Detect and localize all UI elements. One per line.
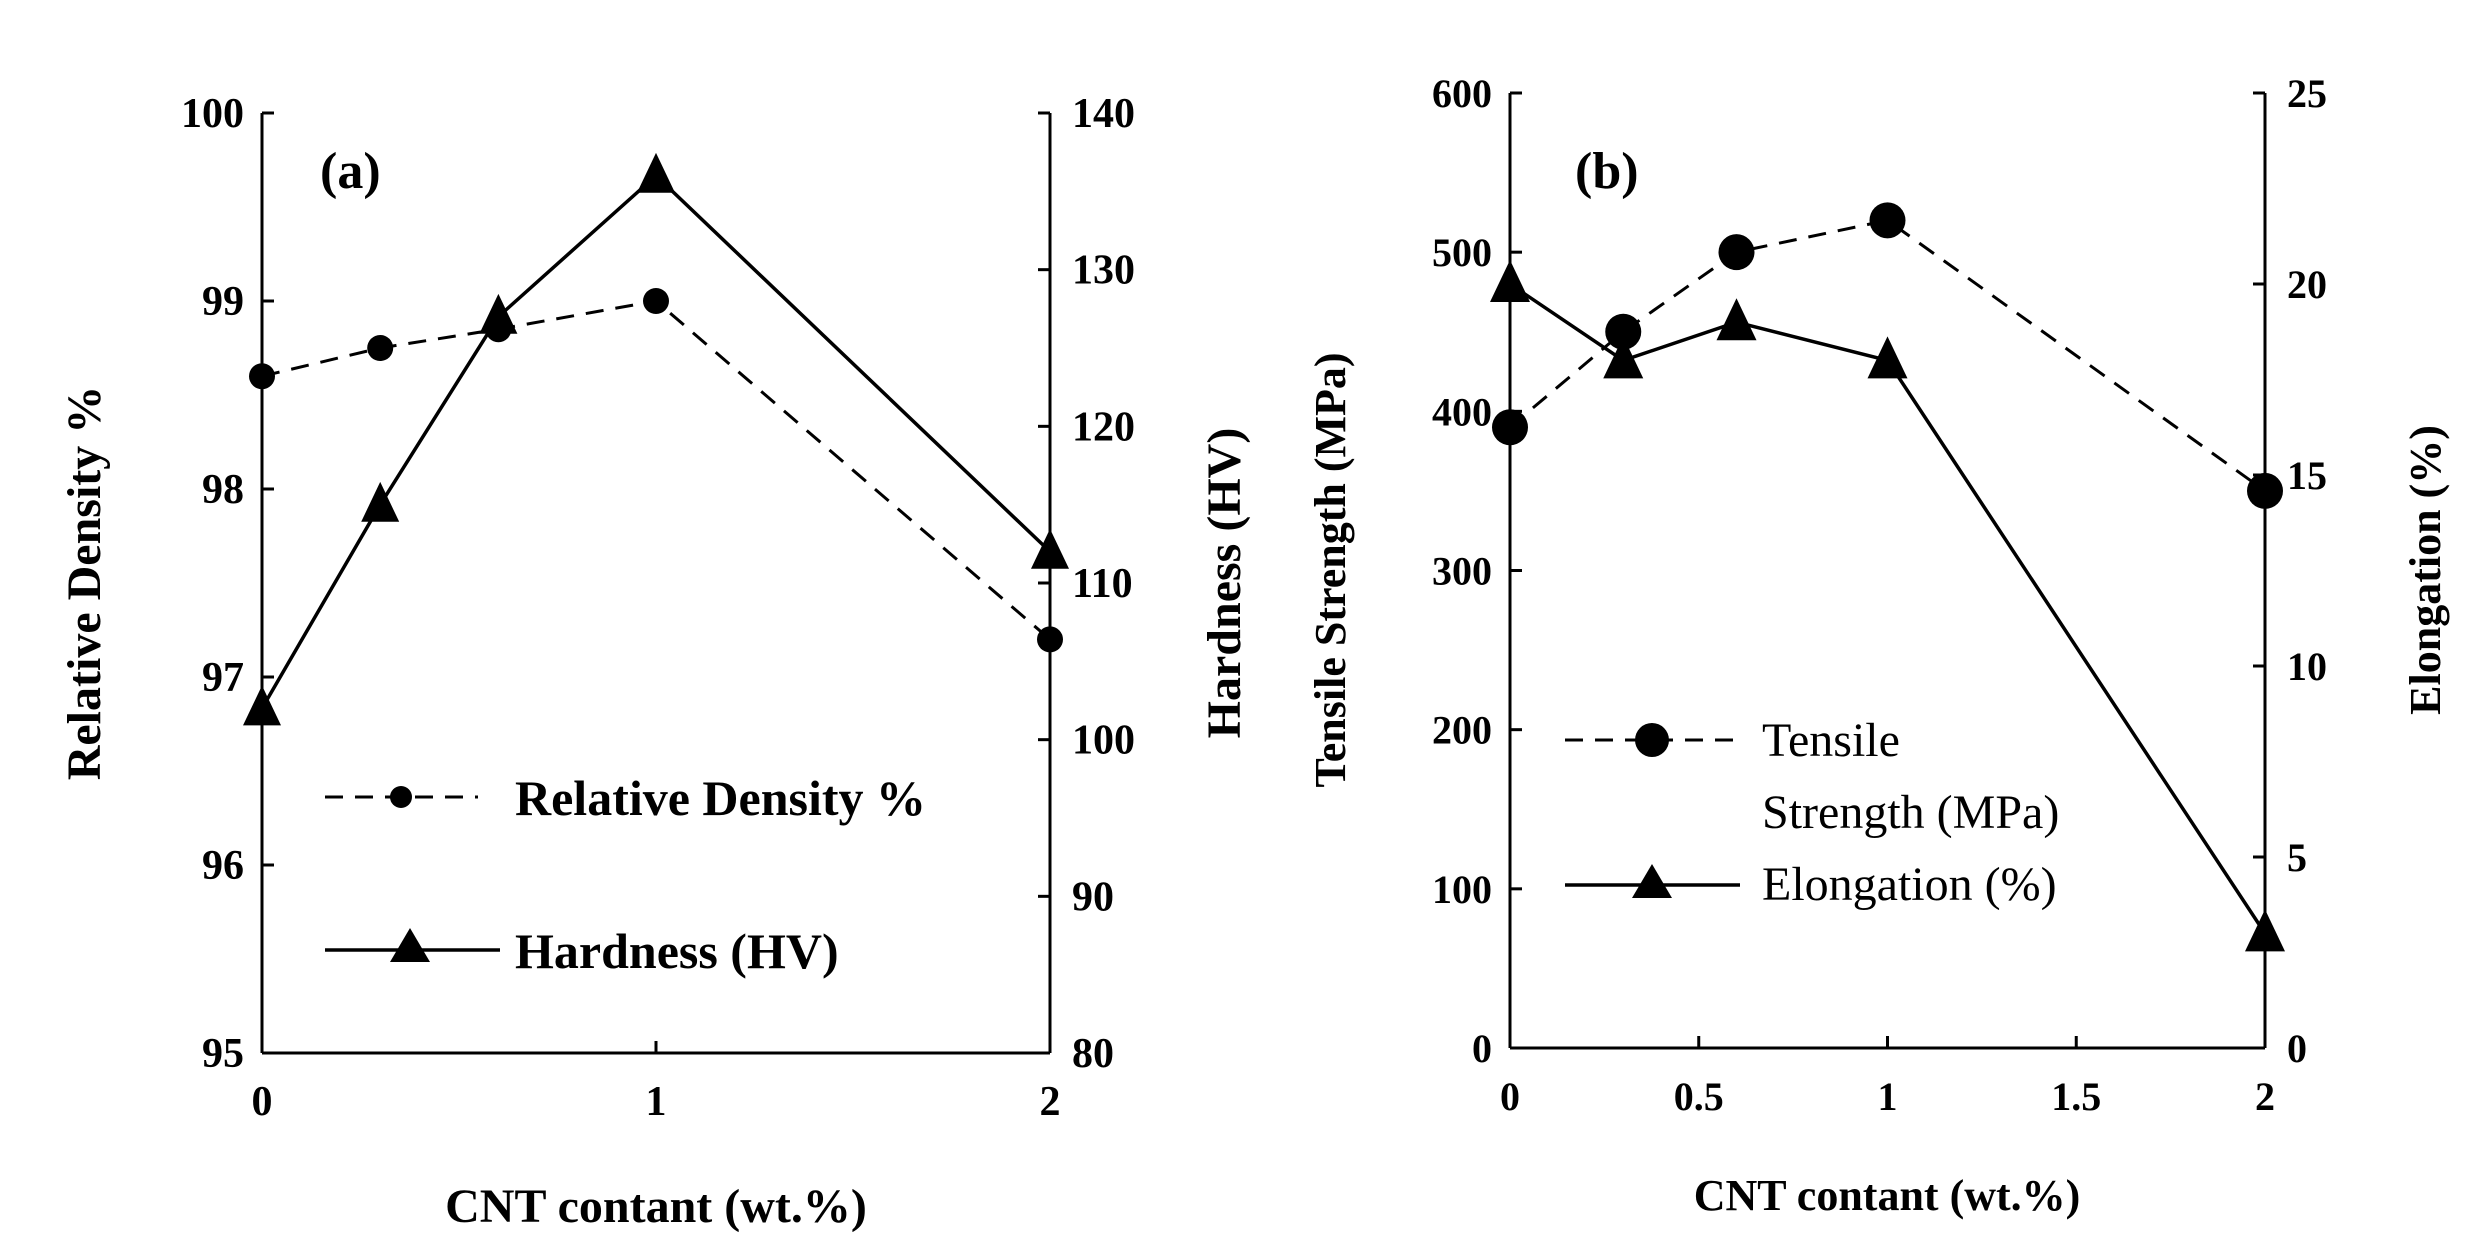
- panel-b-x-tick-label: 2: [2255, 1074, 2275, 1119]
- panel-b-tensile-strength-mpa-point: [1492, 409, 1528, 446]
- panel-b-left-tick-label: 500: [1432, 230, 1492, 275]
- panel-a-x-tick-label: 0: [252, 1079, 273, 1125]
- panel-b-elongation-point: [1867, 336, 1908, 379]
- panel-a-relative-density-point: [249, 363, 275, 390]
- panel-b-elongation-point: [1603, 336, 1644, 379]
- panel-a-right-tick-label: 130: [1072, 248, 1135, 294]
- panel-a-right-tick-label: 120: [1072, 404, 1135, 450]
- panel-b-elongation-point: [2245, 909, 2285, 952]
- panel-b-right-tick-label: 0: [2287, 1026, 2307, 1071]
- panel-b-legend: Tensile Strength (MPa) Elongation (%): [1565, 714, 2059, 911]
- panel-a-right-tick-label: 100: [1072, 718, 1135, 764]
- panel-b-x-tick-label: 1.5: [2051, 1074, 2101, 1119]
- panel-a-left-tick-label: 97: [202, 655, 244, 701]
- panel-b-left-tick-label: 100: [1432, 867, 1492, 912]
- legend-b-tensile-marker: [1635, 723, 1669, 757]
- panel-b-left-tick-label: 0: [1472, 1026, 1492, 1071]
- panel-a-legend: Relative Density % Hardness (HV): [325, 770, 926, 979]
- panel-b-tensile-strength-mpa-point: [1605, 313, 1642, 350]
- chart-panel-a: 95 96 97 98 99 100 80 90 100 110 120 130 140 0 1 2 (a…: [58, 91, 1251, 1233]
- legend-a-density-label: Relative Density %: [515, 770, 926, 826]
- panel-b-left-ticks: 0 100 200 300 400 500 600: [1432, 71, 1522, 1071]
- panel-a-relative-density-point: [367, 335, 394, 361]
- panel-a-series: [243, 152, 1069, 726]
- panel-a-left-y-label: Relative Density %: [58, 386, 111, 781]
- panel-a-hardness-hv-point: [361, 481, 400, 522]
- panel-a-x-tick-label: 1: [646, 1079, 667, 1125]
- panel-b-left-tick-label: 300: [1432, 549, 1492, 594]
- panel-b-right-tick-label: 20: [2287, 262, 2327, 307]
- panel-b-left-tick-label: 400: [1432, 389, 1492, 434]
- panel-b-elongation-point: [1490, 260, 1530, 302]
- panel-b-x-ticks: 0 0.5 1 1.5 2: [1500, 1036, 2275, 1119]
- panel-b-x-tick-label: 0: [1500, 1074, 1520, 1119]
- panel-a-right-y-label: Hardness (HV): [1198, 428, 1251, 739]
- panel-a-label: (a): [320, 143, 381, 200]
- panel-b-x-tick-label: 1: [1878, 1074, 1898, 1119]
- panel-a-left-tick-label: 95: [202, 1031, 244, 1077]
- panel-a-right-tick-label: 90: [1072, 874, 1114, 920]
- panel-a-x-label: CNT contant (wt.%): [445, 1180, 867, 1233]
- panel-a-right-tick-label: 80: [1072, 1031, 1114, 1077]
- panel-b-left-y-label: Tensile Strength (MPa): [1306, 352, 1355, 787]
- panel-a-left-tick-label: 98: [202, 467, 244, 513]
- panel-b-right-tick-label: 10: [2287, 644, 2327, 689]
- panel-a-left-ticks: 95 96 97 98 99 100: [181, 91, 274, 1077]
- panel-b-right-y-label: Elongation (%): [2401, 425, 2450, 715]
- panel-b-left-tick-label: 600: [1432, 71, 1492, 116]
- chart-panel-b: 0 100 200 300 400 500 600 0 5 10 15 20 25 0 0.5 1 1.5 2…: [1306, 71, 2450, 1220]
- legend-b-elongation-marker: [1632, 864, 1672, 898]
- panel-b-x-tick-label: 0.5: [1674, 1074, 1724, 1119]
- panel-b-series: [1490, 202, 2285, 952]
- panel-b-label: (b): [1575, 143, 1639, 200]
- panel-a-x-ticks: 0 1 2: [252, 1041, 1061, 1125]
- legend-b-tensile-label-1: Tensile: [1762, 714, 1900, 767]
- legend-b-elongation-label: Elongation (%): [1762, 858, 2057, 911]
- panel-b-right-tick-label: 25: [2287, 71, 2327, 116]
- panel-b-tensile-strength-mpa-point: [1869, 202, 1906, 239]
- panel-a-left-tick-label: 100: [181, 91, 244, 137]
- legend-a-hardness-label: Hardness (HV): [515, 923, 839, 979]
- panel-a-relative-density-point: [643, 288, 669, 314]
- panel-a-right-ticks: 80 90 100 110 120 130 140: [1038, 91, 1135, 1077]
- legend-a-density-marker: [390, 786, 412, 808]
- panel-a-hardness-hv-point: [1031, 528, 1069, 569]
- panel-a-left-tick-label: 96: [202, 843, 244, 889]
- panel-a-right-tick-label: 140: [1072, 91, 1135, 137]
- panel-a-hardness-hv-line: [260, 173, 1052, 710]
- panel-a-right-tick-label: 110: [1072, 561, 1133, 607]
- panel-a-relative-density-point: [1037, 626, 1063, 653]
- panel-b-elongation-point: [1716, 298, 1757, 341]
- panel-a-left-tick-label: 99: [202, 279, 244, 325]
- panel-b-right-tick-label: 5: [2287, 835, 2307, 880]
- panel-a-hardness-hv-point: [243, 685, 281, 726]
- panel-a-x-tick-label: 2: [1040, 1079, 1061, 1125]
- panel-b-left-tick-label: 200: [1432, 708, 1492, 753]
- panel-a-hardness-hv-point: [637, 152, 675, 193]
- panel-b-x-label: CNT contant (wt.%): [1694, 1171, 2081, 1220]
- legend-b-tensile-label-2: Strength (MPa): [1762, 786, 2059, 839]
- panel-b-tensile-strength-mpa-point: [1718, 234, 1755, 271]
- panel-b-right-ticks: 0 5 10 15 20 25: [2253, 71, 2327, 1071]
- panel-b-tensile-strength-mpa-point: [2247, 472, 2283, 509]
- panel-a-hardness-hv-point: [479, 293, 518, 334]
- panel-b-right-tick-label: 15: [2287, 453, 2327, 498]
- legend-a-hardness-marker: [390, 928, 430, 962]
